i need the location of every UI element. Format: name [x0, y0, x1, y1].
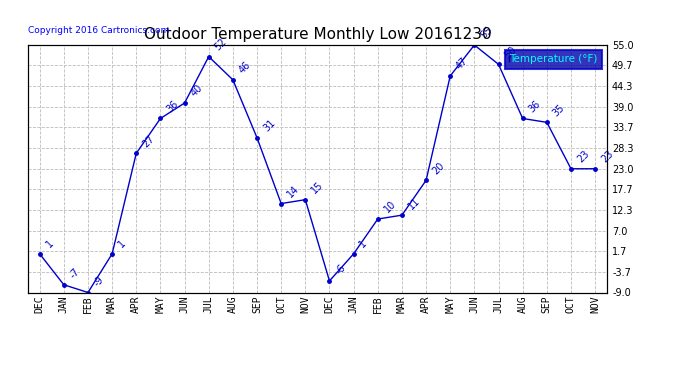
Text: Copyright 2016 Cartronics.com: Copyright 2016 Cartronics.com	[28, 26, 169, 35]
Text: 55: 55	[479, 25, 495, 41]
Text: 47: 47	[455, 56, 470, 72]
Text: 23: 23	[600, 149, 615, 165]
Text: 1: 1	[358, 238, 369, 250]
Text: 10: 10	[382, 199, 397, 215]
Text: 20: 20	[431, 160, 446, 176]
Legend: Temperature (°F): Temperature (°F)	[505, 50, 602, 69]
Title: Outdoor Temperature Monthly Low 20161230: Outdoor Temperature Monthly Low 20161230	[144, 27, 491, 42]
Text: 35: 35	[551, 102, 566, 118]
Text: 36: 36	[527, 99, 542, 114]
Text: 11: 11	[406, 195, 422, 211]
Text: 27: 27	[141, 133, 157, 149]
Text: 31: 31	[262, 118, 277, 134]
Text: 46: 46	[237, 60, 253, 76]
Text: -9: -9	[92, 274, 106, 288]
Text: 36: 36	[165, 99, 180, 114]
Text: 15: 15	[310, 180, 325, 195]
Text: 40: 40	[189, 83, 204, 99]
Text: 1: 1	[44, 238, 55, 250]
Text: 50: 50	[503, 44, 518, 60]
Text: 14: 14	[286, 184, 301, 200]
Text: 23: 23	[575, 149, 591, 165]
Text: 52: 52	[213, 36, 229, 52]
Text: -6: -6	[334, 263, 348, 277]
Text: 1: 1	[117, 238, 128, 250]
Text: -7: -7	[68, 267, 82, 280]
